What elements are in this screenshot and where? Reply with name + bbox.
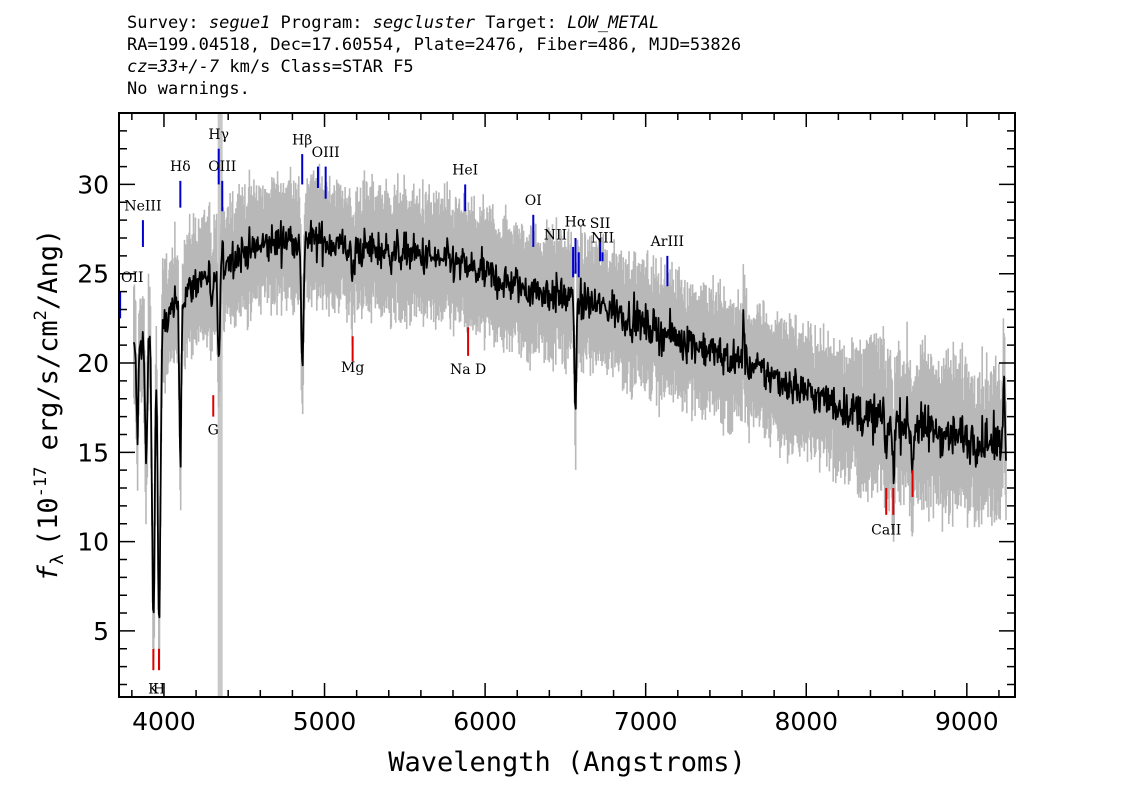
line-label: OI: [525, 193, 542, 209]
line-label: OII: [121, 270, 144, 286]
y-tick-label: 20: [77, 349, 109, 378]
y-axis-exponent2: 2: [31, 310, 51, 320]
x-tick-label: 5000: [293, 707, 357, 736]
line-label: ArIII: [650, 234, 684, 250]
x-tick-label: 4000: [132, 707, 196, 736]
spectrum-header: Survey: segue1 Program: segcluster Targe…: [127, 12, 741, 100]
redshift-value: cz=33+/-7: [127, 57, 220, 77]
x-axis-title: Wavelength (Angstroms): [388, 747, 746, 778]
line-label: OIII: [208, 159, 236, 175]
x-tick-labels: 4000 5000 6000 7000 8000 9000: [132, 707, 998, 736]
line-label: NII: [544, 227, 567, 243]
program-value: segcluster: [372, 13, 476, 33]
y-axis-units-end: /Ang): [33, 229, 64, 310]
y-axis-units: erg/s/cm: [33, 320, 64, 466]
line-label: HeI: [452, 163, 478, 179]
line-label: K: [148, 682, 159, 698]
line-label: Hα: [565, 214, 587, 230]
survey-label: Survey:: [127, 13, 209, 33]
line-label: Hδ: [170, 159, 191, 175]
line-label: H: [153, 682, 165, 698]
line-label: OIII: [312, 145, 340, 161]
x-tick-label: 7000: [614, 707, 678, 736]
header-line-coords: RA=199.04518, Dec=17.60554, Plate=2476, …: [127, 35, 742, 55]
survey-value: segue1: [208, 13, 271, 33]
y-axis-subscript: λ: [47, 554, 68, 565]
header-line-class: cz=33+/-7 km/s Class=STAR F5: [127, 56, 741, 78]
mask-band: [217, 113, 223, 697]
y-tick-label: 25: [77, 260, 109, 289]
y-axis-text: (10: [33, 497, 64, 546]
y-tick-label: 30: [77, 170, 109, 199]
target-label: Target:: [475, 13, 568, 33]
y-axis-title: fλ (10-17 erg/s/cm2/Ang): [31, 229, 68, 581]
line-label: NeIII: [124, 198, 161, 214]
y-tick-label: 15: [77, 438, 109, 467]
y-tick-label: 5: [93, 617, 109, 646]
line-label: CaII: [871, 523, 901, 539]
y-axis-exponent: -17: [31, 467, 51, 498]
line-label: NII: [591, 231, 614, 247]
line-label: Na D: [450, 362, 486, 378]
x-tick-label: 6000: [453, 707, 517, 736]
x-tick-label: 8000: [774, 707, 838, 736]
header-line-warnings: No warnings.: [127, 79, 250, 99]
flux-series: [132, 219, 1007, 619]
line-label: Hγ: [208, 127, 229, 143]
y-axis-symbol: f: [33, 564, 64, 581]
line-label: SII: [590, 216, 611, 232]
header-line-survey: Survey: segue1 Program: segcluster Targe…: [127, 12, 741, 34]
flux-line: [132, 219, 1007, 619]
line-label: G: [208, 423, 219, 439]
axis-ticks: [119, 113, 1015, 697]
x-tick-label: 9000: [935, 707, 999, 736]
line-label: Hβ: [292, 132, 312, 148]
target-value: LOW_METAL: [567, 13, 660, 33]
y-tick-labels: 5 10 15 20 25 30: [77, 170, 109, 645]
masked-region: [217, 113, 223, 697]
program-label: Program:: [270, 13, 373, 33]
class-value: km/s Class=STAR F5: [219, 57, 414, 77]
line-label: Mg: [341, 360, 364, 376]
plot-frame: [118, 112, 1016, 698]
tick-marks: [119, 113, 1015, 697]
y-tick-label: 10: [77, 528, 109, 557]
